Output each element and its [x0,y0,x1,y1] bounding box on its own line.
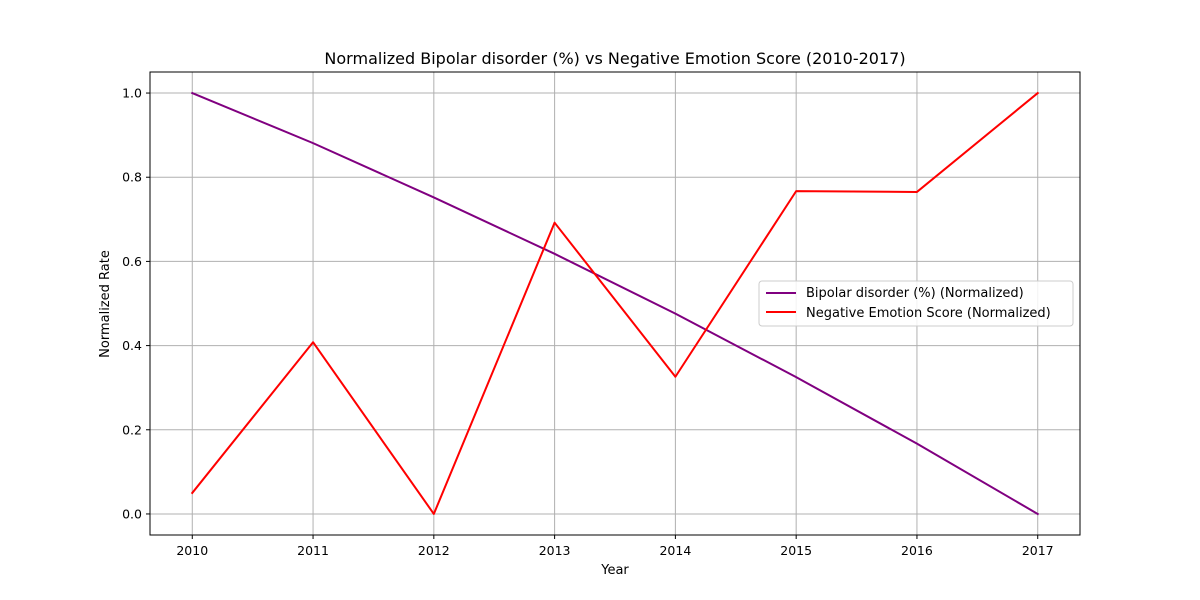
grid-lines [150,72,1080,535]
x-axis-ticks: 2010 2011 2012 2013 2014 2015 2016 2017 [176,535,1054,558]
x-tick-label: 2015 [780,543,812,558]
x-tick-label: 2016 [901,543,933,558]
legend-label-bipolar: Bipolar disorder (%) (Normalized) [806,286,1024,301]
x-axis-label: Year [600,563,629,578]
y-tick-label: 0.0 [122,506,142,521]
x-tick-label: 2014 [659,543,691,558]
y-tick-label: 0.2 [122,422,142,437]
x-tick-label: 2011 [297,543,329,558]
legend-box [758,280,1074,327]
plot-frame [149,71,1081,536]
y-tick-label: 0.4 [122,338,142,353]
legend-label-negative-emotion: Negative Emotion Score (Normalized) [806,306,1051,321]
series-lines [190,91,1040,516]
x-tick-label: 2017 [1022,543,1054,558]
legend: Bipolar disorder (%) (Normalized) Negati… [758,280,1074,327]
series-line-bipolar [190,91,1040,516]
series-line-negative-emotion [190,91,1040,515]
x-tick-label: 2012 [418,543,450,558]
chart-title: Normalized Bipolar disorder (%) vs Negat… [324,49,905,68]
y-axis-ticks: 0.0 0.2 0.4 0.6 0.8 1.0 [122,86,150,521]
y-tick-label: 0.8 [122,170,142,185]
y-axis-label: Normalized Rate [98,250,113,358]
x-tick-label: 2010 [176,543,208,558]
y-tick-label: 1.0 [122,86,142,101]
y-tick-label: 0.6 [122,254,142,269]
x-tick-label: 2013 [539,543,571,558]
